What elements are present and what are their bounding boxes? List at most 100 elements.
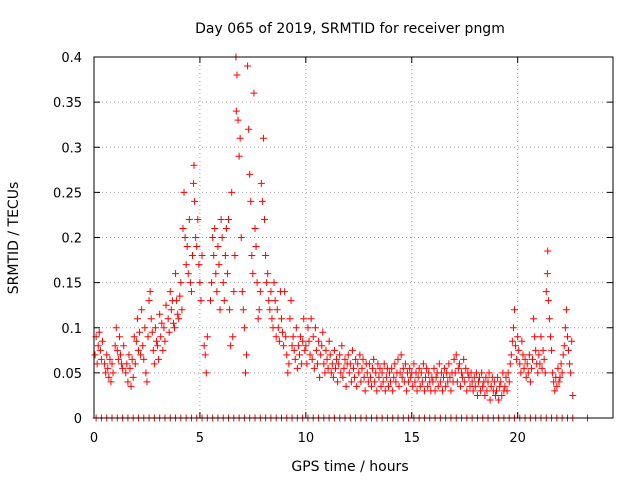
data-point [340, 364, 348, 372]
data-point [225, 215, 233, 223]
data-point [175, 315, 183, 323]
data-point [226, 306, 234, 314]
data-point [492, 387, 500, 395]
data-point [301, 346, 309, 354]
data-point [357, 378, 365, 386]
data-point [338, 342, 346, 350]
data-point [155, 355, 163, 363]
data-point [164, 315, 172, 323]
data-point [438, 387, 446, 395]
data-point [371, 378, 379, 386]
data-point [279, 328, 287, 336]
data-point [418, 378, 426, 386]
data-point [96, 346, 104, 354]
data-point [251, 224, 259, 232]
data-point [176, 292, 184, 300]
data-point [221, 252, 229, 260]
data-point [454, 364, 462, 372]
data-point [134, 346, 142, 354]
data-point [201, 351, 209, 359]
data-point [386, 369, 394, 377]
data-point [461, 378, 469, 386]
data-point [361, 387, 369, 395]
y-tick-label: 0.25 [53, 186, 82, 201]
data-point [116, 351, 124, 359]
data-point [486, 396, 494, 404]
data-point [456, 382, 464, 390]
data-point [396, 369, 404, 377]
data-point [555, 378, 563, 386]
data-point [565, 346, 573, 354]
data-point [102, 369, 110, 377]
data-point [214, 243, 222, 251]
data-point [128, 355, 136, 363]
data-point [266, 306, 274, 314]
data-point [566, 360, 574, 368]
data-point [297, 333, 305, 341]
data-point [557, 360, 565, 368]
data-point [103, 351, 111, 359]
data-point [479, 382, 487, 390]
data-point [373, 387, 381, 395]
data-point [363, 369, 371, 377]
data-point [390, 373, 398, 381]
data-point [346, 360, 354, 368]
data-point [402, 387, 410, 395]
data-point [377, 382, 385, 390]
data-point [281, 288, 289, 296]
data-point [542, 288, 550, 296]
data-point [326, 351, 334, 359]
data-point [195, 261, 203, 269]
x-tick-label: 10 [298, 431, 315, 446]
data-point [202, 369, 210, 377]
data-point [469, 387, 477, 395]
data-point [211, 224, 219, 232]
data-point [318, 342, 326, 350]
data-point [238, 288, 246, 296]
data-point [256, 288, 264, 296]
y-tick-label: 0.2 [61, 232, 82, 247]
data-point [556, 373, 564, 381]
data-point [494, 373, 502, 381]
data-point [335, 360, 343, 368]
data-point [196, 279, 204, 287]
data-point [359, 355, 367, 363]
data-point [107, 378, 115, 386]
data-point [460, 355, 468, 363]
data-point [431, 387, 439, 395]
data-point [368, 382, 376, 390]
data-point [339, 373, 347, 381]
data-point [561, 324, 569, 332]
data-point [284, 369, 292, 377]
data-point [169, 319, 177, 327]
data-point [108, 360, 116, 368]
data-point [219, 279, 227, 287]
data-point [150, 360, 158, 368]
data-point [203, 333, 211, 341]
data-point [165, 328, 173, 336]
data-point [177, 279, 185, 287]
data-point [551, 387, 559, 395]
data-point [330, 346, 338, 354]
data-point [519, 351, 527, 359]
data-point [507, 351, 515, 359]
data-point [510, 306, 518, 314]
data-point [516, 360, 524, 368]
data-point [532, 346, 540, 354]
data-point [389, 387, 397, 395]
data-point [394, 355, 402, 363]
data-point [307, 315, 315, 323]
data-point [287, 297, 295, 305]
data-point [122, 369, 130, 377]
data-point [435, 360, 443, 368]
data-point [178, 306, 186, 314]
data-point [491, 391, 499, 399]
data-point [517, 369, 525, 377]
data-point [347, 378, 355, 386]
data-point [497, 378, 505, 386]
data-point [536, 360, 544, 368]
data-point [401, 360, 409, 368]
data-point [280, 342, 288, 350]
data-point [328, 360, 336, 368]
